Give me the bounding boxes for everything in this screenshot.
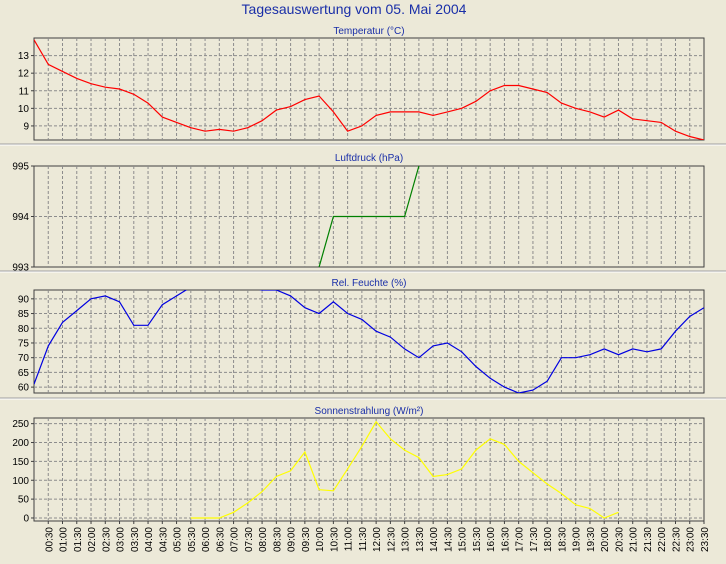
x-tick-label: 13:30 [415, 527, 426, 552]
x-tick-label: 04:00 [144, 527, 155, 552]
chart-panel-2: Luftdruck (hPa) 993 994 995 [0, 153, 726, 274]
x-tick-label: 17:30 [529, 527, 540, 552]
x-tick-label: 09:00 [287, 527, 298, 552]
x-tick-label: 22:30 [671, 527, 682, 552]
x-tick-label: 20:30 [614, 527, 625, 552]
y-tick-label: 65 [18, 368, 30, 379]
y-tick-label: 12 [18, 69, 30, 80]
x-tick-label: 11:00 [344, 527, 355, 552]
x-tick-label: 01:30 [73, 527, 84, 552]
x-tick-label: 23:30 [700, 527, 711, 552]
y-tick-label: 50 [18, 495, 30, 506]
x-tick-label: 03:00 [116, 527, 127, 552]
x-tick-label: 10:30 [329, 527, 340, 552]
y-tick-label: 995 [12, 162, 29, 173]
chart-panel-4: Sonnenstrahlung (W/m²) 0 50 100 150 200 250 [12, 406, 705, 524]
x-tick-label: 17:00 [515, 527, 526, 552]
series-line [318, 166, 420, 267]
x-tick-label: 05:30 [187, 527, 198, 552]
x-tick-label: 00:30 [44, 527, 55, 552]
panel-title: Sonnenstrahlung (W/m²) [315, 406, 424, 417]
x-tick-label: 18:00 [543, 527, 554, 552]
x-tick-label: 15:30 [472, 527, 483, 552]
x-tick-label: 09:30 [301, 527, 312, 552]
plot-area [33, 37, 705, 141]
x-tick-label: 16:30 [500, 527, 511, 552]
plot-area [33, 289, 705, 394]
y-tick-label: 200 [12, 438, 29, 449]
x-tick-label: 19:30 [586, 527, 597, 552]
y-tick-label: 75 [18, 338, 30, 349]
x-tick-label: 11:30 [358, 527, 369, 552]
series-line [34, 39, 704, 140]
x-tick-label: 12:00 [372, 527, 383, 552]
chart-panel-1: Temperatur (°C) 9 10 11 12 13 [0, 26, 726, 146]
x-tick-label: 06:30 [215, 527, 226, 552]
y-tick-label: 9 [23, 121, 29, 132]
x-tick-label: 08:00 [258, 527, 269, 552]
x-tick-label: 18:30 [557, 527, 568, 552]
x-tick-label: 04:30 [158, 527, 169, 552]
x-tick-label: 06:00 [201, 527, 212, 552]
x-tick-label: 20:00 [600, 527, 611, 552]
chart-panels: Temperatur (°C) 9 10 11 12 13 Luftdruck (hPa) 9… [0, 26, 726, 524]
main-title: Tagesauswertung vom 05. Mai 2004 [242, 1, 467, 17]
y-tick-label: 993 [12, 263, 29, 274]
y-tick-label: 85 [18, 309, 30, 320]
x-tick-label: 14:30 [443, 527, 454, 552]
x-tick-label: 02:30 [101, 527, 112, 552]
x-tick-label: 02:00 [87, 527, 98, 552]
x-tick-label: 07:00 [230, 527, 241, 552]
x-tick-label: 01:00 [59, 527, 70, 552]
series-line [34, 290, 704, 393]
series-line [190, 420, 619, 519]
x-tick-label: 16:00 [486, 527, 497, 552]
x-tick-label: 21:00 [629, 527, 640, 552]
y-tick-label: 100 [12, 476, 29, 487]
x-tick-label: 21:30 [643, 527, 654, 552]
x-tick-label: 19:00 [572, 527, 583, 552]
y-tick-label: 10 [18, 104, 30, 115]
panel-title: Luftdruck (hPa) [335, 153, 403, 164]
y-tick-label: 70 [18, 353, 30, 364]
y-tick-label: 80 [18, 324, 30, 335]
x-tick-label: 07:30 [244, 527, 255, 552]
panel-title: Temperatur (°C) [333, 26, 404, 37]
x-tick-label: 05:00 [173, 527, 184, 552]
x-tick-label: 12:30 [386, 527, 397, 552]
x-tick-label: 15:00 [458, 527, 469, 552]
y-tick-label: 13 [18, 51, 30, 62]
y-tick-label: 994 [12, 212, 29, 223]
x-axis-time-labels: 00:30 01:00 01:30 02:00 02:30 03:00 03:30 04:00… [44, 521, 711, 552]
x-tick-label: 13:00 [401, 527, 412, 552]
y-tick-label: 150 [12, 457, 29, 468]
x-tick-label: 03:30 [130, 527, 141, 552]
y-tick-label: 250 [12, 419, 29, 430]
x-tick-label: 08:30 [272, 527, 283, 552]
y-tick-label: 60 [18, 383, 30, 394]
x-tick-label: 22:00 [657, 527, 668, 552]
x-tick-label: 14:00 [429, 527, 440, 552]
panel-title: Rel. Feuchte (%) [331, 278, 406, 289]
y-tick-label: 90 [18, 294, 30, 305]
y-tick-label: 0 [23, 513, 29, 524]
x-tick-label: 10:00 [315, 527, 326, 552]
chart-panel-3: Rel. Feuchte (%) 60 65 70 75 80 85 90 [0, 278, 726, 400]
x-tick-label: 23:00 [686, 527, 697, 552]
y-tick-label: 11 [19, 86, 30, 97]
